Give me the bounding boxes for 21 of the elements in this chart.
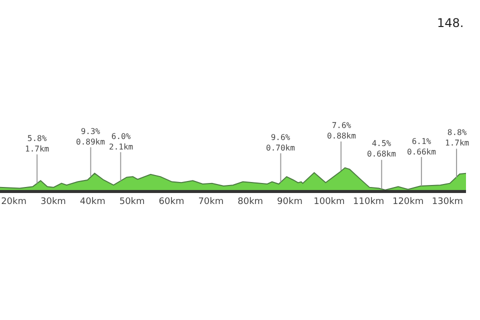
- annotation: 8.8% 1.7km: [445, 128, 470, 148]
- text: 148.: [437, 16, 464, 30]
- annotation: 6.1% 0.66km: [407, 137, 436, 156]
- annotation: 4.5% 0.68km: [367, 139, 396, 158]
- x-tick-label: 80km: [238, 196, 264, 207]
- annotation: 9.3% 0.89km: [76, 127, 106, 146]
- x-tick-label: 70km: [198, 196, 224, 207]
- x-tick-label: 40km: [80, 196, 106, 207]
- x-tick-label: 110km: [353, 196, 384, 207]
- x-tick-label: 60km: [158, 196, 184, 207]
- x-tick-label: 20km: [1, 196, 27, 207]
- annotation: 7.6% 0.88km: [327, 121, 356, 140]
- annotation: 9.6% 0.70km: [266, 133, 296, 152]
- x-tick-label: 50km: [119, 196, 145, 207]
- x-tick-label: 100km: [314, 196, 345, 207]
- annotation: 6.0% 2.1km: [109, 132, 134, 152]
- annotation: 5.8% 1.7km: [25, 134, 50, 154]
- x-tick-label: 130km: [432, 196, 464, 207]
- x-tick-label: 30km: [40, 196, 66, 207]
- x-tick-label: 120km: [392, 196, 424, 207]
- x-tick-label: 90km: [277, 196, 302, 207]
